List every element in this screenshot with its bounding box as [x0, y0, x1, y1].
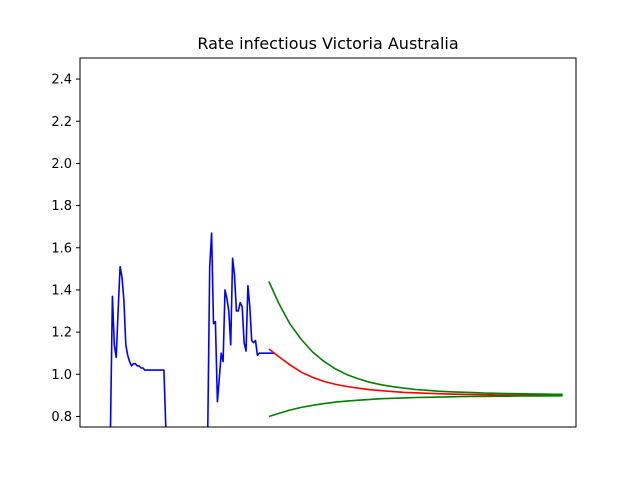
series-layer	[109, 232, 563, 428]
y-tick-label: 1.8	[51, 199, 72, 214]
y-tick-label: 1.2	[51, 326, 72, 341]
y-tick-label: 0.8	[51, 410, 72, 425]
series-line-5	[268, 394, 563, 418]
y-tick-label: 2.4	[51, 73, 72, 88]
series-line-4	[268, 281, 563, 396]
y-tick-label: 1.0	[51, 368, 72, 383]
series-line-3	[268, 348, 563, 397]
y-axis: 0.8 1.0 1.2 1.4 1.6 1.8 2.0 2.2 2.4	[51, 73, 80, 425]
y-tick-label: 2.0	[51, 157, 72, 172]
chart-title: Rate infectious Victoria Australia	[197, 34, 458, 53]
series-line-2	[207, 232, 275, 428]
plot-frame	[79, 57, 577, 428]
series-line-1	[109, 265, 167, 428]
y-tick-label: 1.4	[51, 283, 72, 298]
y-tick-label: 1.6	[51, 241, 72, 256]
y-tick-label: 2.2	[51, 115, 72, 130]
